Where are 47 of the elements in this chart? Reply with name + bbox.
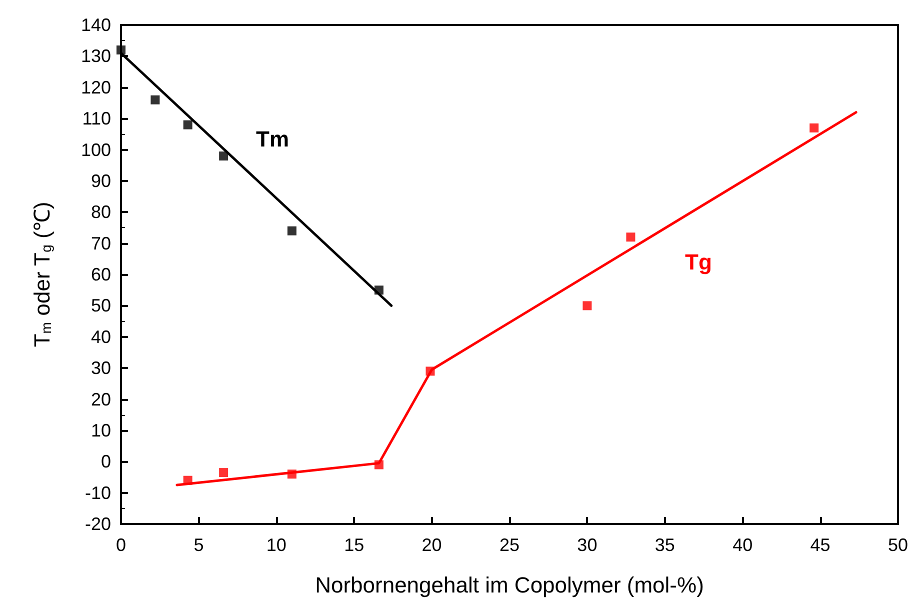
point [219, 151, 228, 160]
annotation: Tg [685, 250, 712, 274]
x-tick-label: 30 [577, 535, 598, 555]
y-tick-label: 80 [90, 202, 111, 222]
point [582, 301, 592, 310]
x-tick-label: 15 [344, 535, 364, 555]
y-tick-label: -10 [84, 482, 111, 503]
point [183, 476, 192, 485]
y-tick-label: 40 [90, 326, 111, 347]
point [810, 123, 819, 132]
y-tick-label: 130 [80, 46, 111, 66]
y-tick-label: 100 [80, 140, 111, 160]
y-tick-label: -20 [84, 514, 111, 534]
x-tick-label: 5 [194, 535, 204, 555]
y-tick-label: 0 [100, 452, 111, 472]
x-tick-label: 20 [422, 535, 442, 555]
y-tick-label: 30 [90, 358, 111, 378]
line-series [176, 111, 858, 486]
x-tick-label: 45 [810, 535, 830, 555]
y-tick-label: 20 [90, 389, 111, 410]
point [626, 232, 636, 242]
x-axis-title: Norbornengehalt im Copolymer (mol-%) [315, 572, 704, 598]
point [219, 468, 228, 478]
x-tick-label: 0 [116, 535, 126, 555]
y-axis-title: Tm oder Tg (℃) [30, 202, 54, 348]
point [150, 95, 160, 104]
y-tick-label: 90 [90, 170, 111, 191]
y-tick-label: 60 [90, 264, 111, 284]
x-tick-label: 25 [499, 535, 520, 555]
x-tick-label: 40 [732, 535, 753, 555]
point [426, 366, 435, 376]
point [374, 286, 384, 295]
x-tick-label: 10 [266, 535, 286, 555]
point [116, 45, 126, 54]
point [287, 470, 296, 479]
point [374, 460, 384, 470]
y-tick-label: 10 [90, 420, 111, 440]
y-tick-label: 110 [82, 108, 111, 129]
x-tick-label: 50 [888, 535, 908, 555]
point [183, 120, 192, 130]
x-tick-label: 35 [654, 535, 675, 555]
y-tick-label: 140 [80, 15, 111, 35]
y-tick-label: 50 [90, 296, 111, 316]
annotation: Tm [256, 126, 289, 152]
point [287, 226, 296, 236]
y-tick-label: 70 [90, 233, 111, 254]
y-tick-label: 120 [80, 77, 111, 98]
